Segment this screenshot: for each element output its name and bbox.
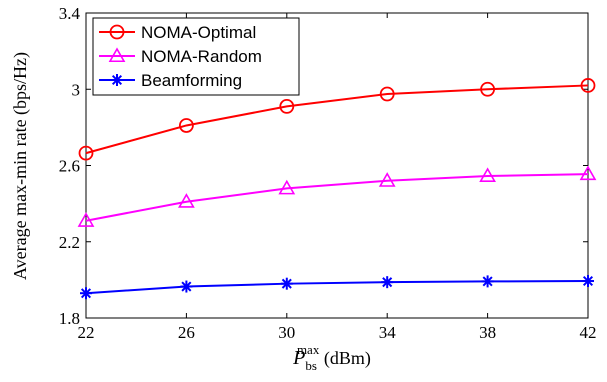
marker-stroke bbox=[582, 275, 594, 287]
y-tick-label: 1.8 bbox=[59, 309, 80, 328]
x-tick-label: 22 bbox=[78, 323, 95, 342]
data-point-noma-random bbox=[77, 212, 95, 227]
data-point-noma-random bbox=[378, 172, 396, 187]
legend-label-noma-optimal: NOMA-Optimal bbox=[141, 23, 256, 42]
data-point-noma-optimal bbox=[78, 145, 94, 161]
data-point-beamforming bbox=[180, 280, 193, 293]
data-point-noma-optimal bbox=[279, 99, 295, 114]
x-tick-label: 34 bbox=[379, 323, 397, 342]
data-point-noma-random bbox=[178, 193, 195, 208]
marker-stroke bbox=[111, 74, 123, 86]
data-point-noma-optimal bbox=[480, 81, 496, 97]
y-tick-label: 3 bbox=[72, 80, 81, 99]
x-axis-label-main: P bbox=[292, 347, 305, 369]
data-point-noma-random bbox=[278, 179, 296, 195]
marker-stroke bbox=[281, 278, 292, 289]
series-line-beamforming bbox=[85, 280, 589, 295]
data-point-beamforming bbox=[80, 287, 92, 300]
data-point-noma-random bbox=[579, 165, 597, 181]
axis-ticks: 22 26 30 34 38 42 1.8 2.2 2.6 3 3.4 bbox=[59, 4, 597, 342]
marker-stroke bbox=[181, 281, 192, 292]
marker-stroke bbox=[80, 288, 92, 299]
x-tick-label: 30 bbox=[278, 323, 295, 342]
data-point-noma-optimal bbox=[379, 86, 395, 102]
y-tick-label: 2.2 bbox=[59, 233, 80, 252]
data-point-beamforming bbox=[381, 276, 394, 289]
legend-marker-noma-random bbox=[108, 47, 126, 63]
x-tick-label: 42 bbox=[580, 323, 597, 342]
series-layer bbox=[77, 78, 597, 300]
data-point-noma-random bbox=[479, 167, 496, 183]
y-tick-label: 3.4 bbox=[59, 4, 81, 23]
legend-label-beamforming: Beamforming bbox=[141, 71, 242, 90]
legend-label-noma-random: NOMA-Random bbox=[141, 47, 262, 66]
legend: NOMA-Optimal NOMA-Random Beamforming bbox=[92, 17, 300, 96]
marker-stroke bbox=[482, 276, 493, 287]
legend-marker-noma-optimal bbox=[109, 24, 125, 40]
x-tick-label: 38 bbox=[479, 323, 496, 342]
series-line-noma-optimal bbox=[85, 84, 589, 155]
data-point-beamforming bbox=[582, 275, 594, 288]
marker-stroke bbox=[382, 277, 393, 288]
data-point-noma-optimal bbox=[178, 118, 194, 133]
x-axis-label-unit: (dBm) bbox=[319, 348, 371, 369]
y-tick-label: 2.6 bbox=[59, 157, 80, 176]
legend-marker-beamforming bbox=[111, 74, 123, 86]
data-point-beamforming bbox=[481, 275, 494, 288]
series-line-noma-random bbox=[85, 173, 589, 222]
x-axis-label: Pbsmax (dBm) bbox=[292, 342, 371, 373]
data-point-noma-optimal bbox=[580, 78, 596, 93]
x-tick-label: 26 bbox=[178, 323, 195, 342]
x-axis-label-sup: max bbox=[297, 342, 320, 357]
x-axis-label-sub: bs bbox=[305, 358, 317, 373]
y-axis-label: Average max-min rate (bps/Hz) bbox=[10, 52, 31, 280]
data-point-beamforming bbox=[280, 277, 293, 290]
